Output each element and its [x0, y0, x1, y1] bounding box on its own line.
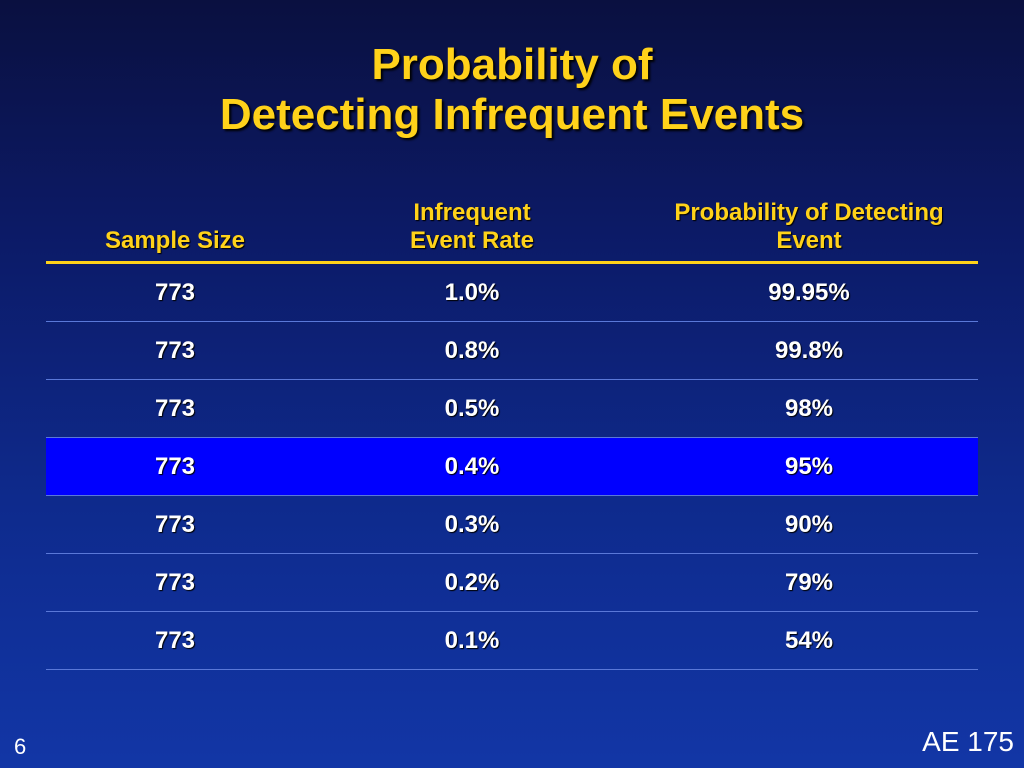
cell-probability: 79% [784, 568, 834, 596]
cell-probability: 98% [784, 394, 834, 422]
header-probability: Probability of Detecting Event [674, 199, 944, 254]
slide-title: Probability of Detecting Infrequent Even… [0, 40, 1024, 140]
cell-event-rate: 0.5% [444, 394, 500, 422]
header-sample-size: Sample Size [104, 227, 246, 254]
table-row: 773 0.5% 98% [46, 380, 978, 438]
cell-sample-size: 773 [154, 278, 196, 306]
table-row-highlighted: 773 0.4% 95% [46, 438, 978, 496]
cell-sample-size: 773 [154, 568, 196, 596]
cell-event-rate: 1.0% [444, 278, 500, 306]
cell-sample-size: 773 [154, 626, 196, 654]
cell-probability: 90% [784, 510, 834, 538]
footer-label: AE 175 [922, 726, 1014, 757]
table-row: 773 0.3% 90% [46, 496, 978, 554]
cell-sample-size: 773 [154, 452, 196, 480]
cell-event-rate: 0.4% [444, 452, 500, 480]
cell-event-rate: 0.1% [444, 626, 500, 654]
probability-table: Sample Size Infrequent Event Rate Probab… [46, 196, 978, 670]
slide-title-line-1: Probability of [371, 40, 653, 89]
cell-sample-size: 773 [154, 394, 196, 422]
header-event-rate: Infrequent Event Rate [409, 199, 535, 254]
table-row: 773 0.8% 99.8% [46, 322, 978, 380]
cell-event-rate: 0.8% [444, 336, 500, 364]
slide-title-line-2: Detecting Infrequent Events [219, 90, 805, 139]
cell-event-rate: 0.3% [444, 510, 500, 538]
cell-sample-size: 773 [154, 510, 196, 538]
table-row: 773 0.1% 54% [46, 612, 978, 670]
cell-probability: 54% [784, 626, 834, 654]
page-number: 6 [14, 734, 27, 759]
table-header: Sample Size Infrequent Event Rate Probab… [46, 196, 978, 264]
cell-event-rate: 0.2% [444, 568, 500, 596]
table-row: 773 0.2% 79% [46, 554, 978, 612]
cell-probability: 99.8% [774, 336, 844, 364]
cell-probability: 95% [784, 452, 834, 480]
cell-sample-size: 773 [154, 336, 196, 364]
cell-probability: 99.95% [768, 278, 850, 306]
table-row: 773 1.0% 99.95% [46, 264, 978, 322]
